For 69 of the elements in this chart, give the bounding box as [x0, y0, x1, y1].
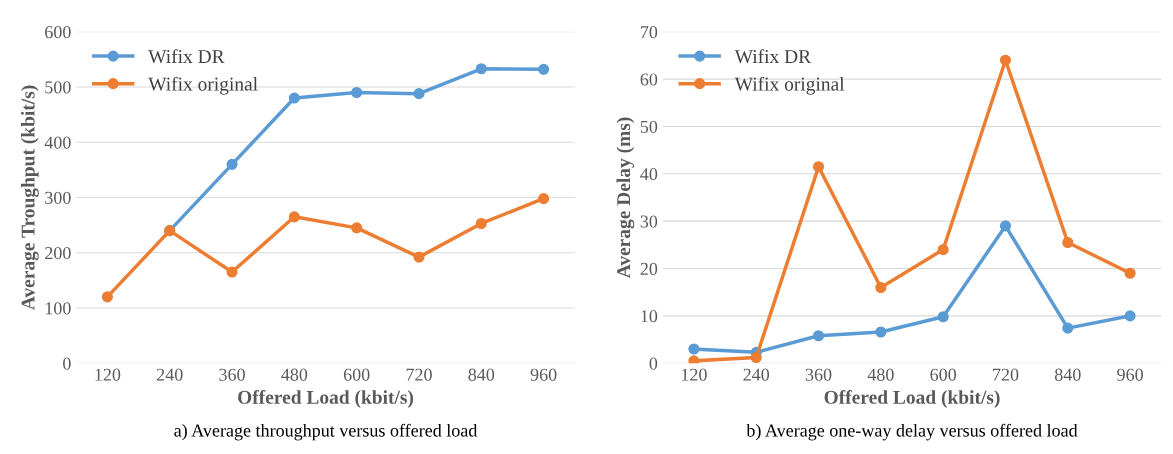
point	[413, 88, 425, 100]
x-tick-label: 600	[930, 368, 957, 381]
point	[937, 311, 949, 323]
text: b) Average one-way delay versus offered load	[746, 423, 1078, 441]
x-tick-label: 600	[343, 368, 370, 381]
point	[875, 281, 887, 294]
point	[812, 161, 825, 173]
y-tick-label: 200	[45, 246, 71, 260]
point	[937, 244, 949, 256]
point	[812, 330, 825, 342]
point	[538, 63, 550, 75]
point	[288, 211, 300, 223]
point	[226, 158, 238, 170]
x-tick-label: 720	[993, 368, 1019, 381]
point	[226, 266, 238, 278]
x-tick-label: 360	[805, 368, 832, 381]
x-tick-label: 960	[530, 368, 557, 381]
x-tick-label: 840	[468, 368, 495, 381]
y-tick-label: 600	[45, 26, 71, 39]
x-tick-label: 240	[156, 368, 183, 381]
point	[688, 355, 700, 364]
point	[1062, 236, 1074, 249]
y-tick-label: 100	[45, 302, 71, 315]
y-tick-label: 70	[641, 26, 658, 39]
point	[875, 326, 887, 338]
legend-label: Wifix DR	[148, 49, 225, 64]
x-tick-label: 240	[743, 368, 770, 381]
y-tick-label: 50	[640, 120, 658, 133]
point	[475, 217, 487, 230]
y-tick-label: 10	[641, 310, 658, 323]
point	[1124, 310, 1136, 322]
x-tick-label: 480	[867, 368, 894, 381]
point	[101, 291, 113, 303]
x-tick-label: 960	[1117, 368, 1143, 381]
y-tick-label: 0	[649, 357, 658, 370]
x-tick-label: 720	[406, 368, 432, 381]
y-tick-label: 500	[45, 81, 71, 94]
point	[538, 193, 550, 205]
y-axis-title: Average Delay (ms)	[616, 117, 635, 279]
y-axis-title: Average Troughput (kbit/s)	[20, 85, 39, 311]
x-tick-label: 480	[281, 368, 308, 381]
y-tick-label: 0	[63, 357, 71, 370]
point	[351, 222, 363, 234]
point	[999, 54, 1012, 66]
y-tick-label: 40	[640, 168, 658, 181]
x-axis-title: Offered Load (kbit/s)	[238, 389, 414, 408]
x-tick-label: 120	[95, 368, 121, 381]
legend-label: Wifix original	[148, 76, 258, 95]
x-tick-label: 840	[1054, 368, 1081, 381]
y-tick-label: 60	[640, 73, 658, 86]
legend-label: Wifix original	[734, 76, 845, 95]
y-tick-label: 300	[45, 191, 71, 204]
x-axis-title: Offered Load (kbit/s)	[824, 389, 1000, 408]
point	[413, 251, 425, 263]
point	[475, 63, 487, 75]
x-tick-label: 120	[681, 368, 707, 381]
y-tick-label: 400	[44, 136, 71, 149]
point	[351, 86, 363, 99]
point	[750, 351, 762, 364]
point	[288, 92, 300, 104]
point	[688, 343, 700, 355]
y-tick-label: 30	[640, 215, 658, 228]
point	[1062, 322, 1074, 334]
text: a) Average throughput versus offered load	[174, 423, 478, 441]
y-tick-label: 20	[640, 262, 658, 275]
legend-label: Wifix DR	[734, 49, 812, 64]
x-tick-label: 360	[219, 368, 245, 381]
point	[1124, 267, 1136, 279]
point	[999, 220, 1012, 232]
